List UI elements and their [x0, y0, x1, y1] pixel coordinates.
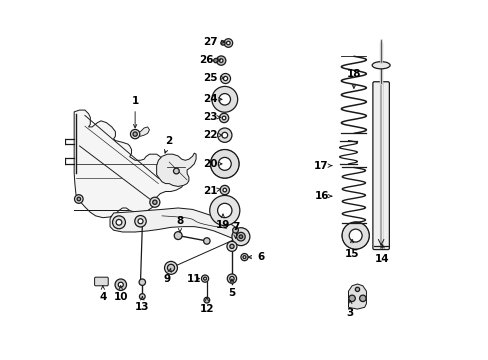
Text: 8: 8	[176, 216, 183, 232]
Circle shape	[359, 295, 366, 302]
Circle shape	[201, 275, 208, 282]
Circle shape	[239, 235, 242, 238]
Circle shape	[130, 130, 140, 139]
Circle shape	[229, 244, 234, 248]
Circle shape	[218, 157, 231, 170]
Circle shape	[232, 227, 238, 233]
Circle shape	[135, 216, 146, 227]
Text: 10: 10	[113, 286, 128, 302]
Circle shape	[227, 274, 236, 283]
Circle shape	[219, 113, 228, 123]
Circle shape	[210, 149, 239, 178]
Circle shape	[219, 59, 223, 62]
Circle shape	[133, 132, 137, 136]
Circle shape	[203, 297, 209, 303]
Circle shape	[173, 168, 179, 174]
Text: 14: 14	[374, 245, 389, 264]
Circle shape	[217, 203, 231, 218]
Text: 6: 6	[248, 252, 264, 262]
Circle shape	[112, 216, 125, 229]
Circle shape	[236, 232, 244, 241]
Text: 18: 18	[346, 69, 360, 88]
Circle shape	[211, 86, 237, 112]
FancyBboxPatch shape	[94, 277, 108, 286]
Text: 27: 27	[203, 37, 224, 47]
Circle shape	[241, 253, 247, 261]
Circle shape	[115, 279, 126, 291]
Polygon shape	[110, 208, 241, 241]
Circle shape	[220, 185, 229, 195]
Circle shape	[341, 222, 368, 249]
Polygon shape	[74, 110, 183, 218]
Polygon shape	[348, 284, 366, 309]
Text: 15: 15	[344, 239, 359, 258]
Circle shape	[139, 294, 145, 300]
Circle shape	[229, 276, 234, 281]
Text: 11: 11	[187, 274, 201, 284]
Ellipse shape	[371, 62, 389, 69]
Circle shape	[209, 195, 239, 226]
Polygon shape	[133, 127, 149, 136]
Text: 22: 22	[203, 130, 222, 140]
Text: 16: 16	[314, 191, 331, 201]
Circle shape	[223, 76, 227, 81]
Circle shape	[222, 132, 227, 138]
Circle shape	[222, 116, 225, 120]
Circle shape	[217, 128, 231, 142]
Circle shape	[223, 188, 226, 192]
Text: 1: 1	[131, 96, 139, 128]
Circle shape	[138, 219, 142, 224]
Text: 20: 20	[203, 159, 222, 169]
Circle shape	[149, 197, 160, 207]
Circle shape	[219, 94, 230, 105]
Circle shape	[216, 56, 225, 65]
Circle shape	[203, 238, 210, 244]
Circle shape	[116, 220, 122, 225]
Text: 17: 17	[314, 161, 331, 171]
Circle shape	[213, 58, 218, 63]
Text: 3: 3	[346, 300, 353, 318]
Circle shape	[348, 229, 362, 242]
Text: 23: 23	[203, 112, 220, 122]
Circle shape	[174, 231, 182, 239]
Text: 25: 25	[203, 73, 224, 83]
Text: 26: 26	[199, 55, 220, 65]
Circle shape	[167, 264, 174, 271]
Circle shape	[139, 279, 145, 285]
Circle shape	[231, 228, 249, 246]
Circle shape	[164, 261, 177, 274]
Text: 19: 19	[215, 214, 230, 230]
Circle shape	[226, 241, 237, 251]
Text: 13: 13	[135, 297, 149, 312]
Circle shape	[74, 195, 83, 203]
Text: 5: 5	[228, 279, 235, 298]
Circle shape	[77, 197, 81, 201]
Circle shape	[168, 265, 173, 270]
Circle shape	[221, 41, 224, 45]
Circle shape	[152, 200, 157, 204]
Text: 7: 7	[231, 222, 239, 238]
Circle shape	[243, 256, 245, 258]
Circle shape	[348, 295, 355, 302]
Circle shape	[203, 277, 206, 280]
Text: 4: 4	[99, 286, 106, 302]
Text: 2: 2	[164, 136, 172, 153]
Circle shape	[355, 287, 359, 292]
Text: 9: 9	[163, 268, 171, 284]
Text: 21: 21	[203, 186, 220, 196]
FancyBboxPatch shape	[372, 82, 388, 249]
Circle shape	[224, 39, 232, 47]
Circle shape	[118, 282, 123, 287]
Circle shape	[220, 73, 230, 84]
Text: 24: 24	[203, 94, 222, 104]
Polygon shape	[156, 153, 196, 186]
Text: 12: 12	[199, 298, 214, 314]
Circle shape	[226, 41, 230, 45]
